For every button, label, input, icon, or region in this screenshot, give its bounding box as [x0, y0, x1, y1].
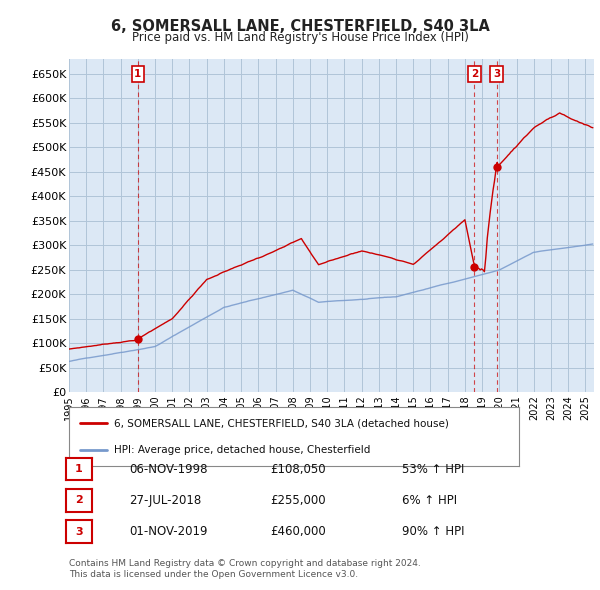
- Text: 06-NOV-1998: 06-NOV-1998: [129, 463, 208, 476]
- Text: 01-NOV-2019: 01-NOV-2019: [129, 525, 208, 538]
- Text: 27-JUL-2018: 27-JUL-2018: [129, 494, 201, 507]
- Text: 1: 1: [134, 69, 142, 79]
- Text: 6, SOMERSALL LANE, CHESTERFIELD, S40 3LA (detached house): 6, SOMERSALL LANE, CHESTERFIELD, S40 3LA…: [114, 418, 449, 428]
- Text: Contains HM Land Registry data © Crown copyright and database right 2024.
This d: Contains HM Land Registry data © Crown c…: [69, 559, 421, 579]
- Text: 53% ↑ HPI: 53% ↑ HPI: [402, 463, 464, 476]
- Text: 6, SOMERSALL LANE, CHESTERFIELD, S40 3LA: 6, SOMERSALL LANE, CHESTERFIELD, S40 3LA: [110, 19, 490, 34]
- Text: 90% ↑ HPI: 90% ↑ HPI: [402, 525, 464, 538]
- Text: £460,000: £460,000: [270, 525, 326, 538]
- Text: £108,050: £108,050: [270, 463, 326, 476]
- Text: 2: 2: [75, 496, 83, 505]
- Text: 6% ↑ HPI: 6% ↑ HPI: [402, 494, 457, 507]
- Text: 2: 2: [471, 69, 478, 79]
- Text: 1: 1: [75, 464, 83, 474]
- Text: 3: 3: [75, 527, 83, 536]
- Text: Price paid vs. HM Land Registry's House Price Index (HPI): Price paid vs. HM Land Registry's House …: [131, 31, 469, 44]
- Text: £255,000: £255,000: [270, 494, 326, 507]
- Text: 3: 3: [493, 69, 500, 79]
- Text: HPI: Average price, detached house, Chesterfield: HPI: Average price, detached house, Ches…: [114, 445, 370, 455]
